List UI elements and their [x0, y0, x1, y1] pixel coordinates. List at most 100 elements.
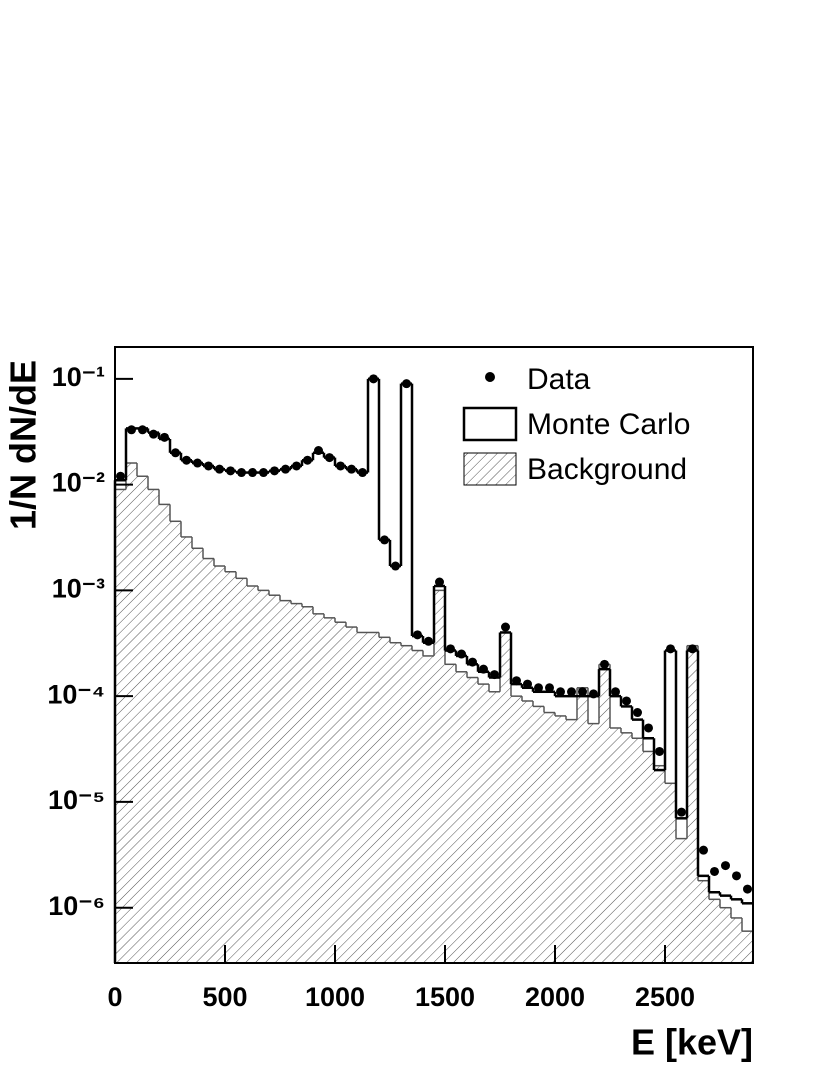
x-tick-label: 2500	[635, 982, 695, 1012]
background-bin	[247, 586, 258, 963]
data-point	[314, 446, 323, 456]
x-tick-label: 500	[202, 982, 247, 1012]
background-bin	[478, 684, 489, 963]
background-bin	[456, 671, 467, 963]
y-tick-label: 10⁻⁴	[47, 679, 105, 709]
legend-swatch	[462, 406, 518, 442]
background-bin	[577, 687, 588, 963]
data-point	[193, 458, 202, 468]
background-bin	[357, 632, 368, 963]
background-bin	[346, 627, 357, 963]
background-bin	[500, 632, 511, 963]
data-point	[402, 379, 411, 389]
background-bin	[423, 655, 434, 963]
data-point	[655, 746, 664, 756]
x-axis-title: E [keV]	[631, 1022, 753, 1063]
legend-label: Data	[527, 363, 591, 396]
background-bin	[720, 907, 731, 963]
data-point	[622, 696, 631, 706]
legend-label: Monte Carlo	[527, 408, 690, 441]
data-point	[413, 630, 422, 640]
background-bin	[258, 590, 269, 963]
data-point	[237, 468, 246, 478]
legend-marker	[485, 372, 495, 382]
background-bin	[522, 700, 533, 963]
plot-frame	[114, 346, 754, 964]
y-tick-label: 10⁻³	[52, 574, 105, 604]
data-point	[666, 644, 675, 654]
background-bin	[676, 838, 687, 963]
background-bin	[709, 899, 720, 963]
background-bin	[533, 706, 544, 963]
background-bin	[489, 691, 500, 963]
background-bin	[368, 632, 379, 963]
background-bin	[566, 719, 577, 963]
x-tick-label: 1500	[415, 982, 475, 1012]
background-bin	[115, 489, 126, 963]
background-bin	[126, 463, 137, 963]
data-point	[215, 464, 224, 474]
data-point	[567, 687, 576, 697]
data-point	[490, 670, 499, 680]
data-point	[545, 683, 554, 693]
background-bin	[280, 600, 291, 963]
background-bin	[445, 664, 456, 963]
background-bin	[511, 696, 522, 963]
data-point	[226, 466, 235, 476]
background-bin	[412, 650, 423, 963]
data-point	[644, 723, 653, 733]
data-point	[468, 657, 477, 667]
background-bin	[643, 751, 654, 963]
data-point	[501, 622, 510, 632]
background-bin	[313, 613, 324, 963]
data-point	[270, 466, 279, 476]
data-point	[369, 374, 378, 384]
background-bin	[390, 642, 401, 963]
background-bin	[137, 476, 148, 963]
data-point	[281, 464, 290, 474]
data-point	[633, 708, 642, 718]
data-point	[512, 676, 521, 686]
background-bin	[214, 566, 225, 963]
data-point	[523, 679, 532, 689]
x-tick-label: 1000	[305, 982, 365, 1012]
data-point	[160, 432, 169, 442]
data-point	[171, 448, 180, 458]
data-point	[424, 636, 433, 646]
data-point	[732, 871, 741, 881]
background-bin	[654, 765, 665, 963]
data-point	[688, 644, 697, 654]
x-tick-label: 2000	[525, 982, 585, 1012]
data-point	[336, 461, 345, 471]
background-bin	[203, 558, 214, 963]
background-bin	[467, 677, 478, 963]
data-point	[149, 429, 158, 439]
data-point	[600, 659, 609, 669]
background-bin	[621, 732, 632, 963]
background-bin	[687, 645, 698, 963]
data-point	[325, 453, 334, 463]
data-point	[699, 845, 708, 855]
y-tick-label: 10⁻⁶	[48, 891, 105, 921]
data-point	[457, 649, 466, 659]
background-bin	[731, 917, 742, 963]
data-point	[534, 683, 543, 693]
background-bin	[599, 664, 610, 963]
background-bin	[159, 504, 170, 963]
x-tick-label: 0	[107, 982, 122, 1012]
background-bin	[269, 595, 280, 963]
data-point	[116, 471, 125, 481]
background-bin	[181, 536, 192, 963]
data-point	[589, 689, 598, 699]
background-bin	[665, 783, 676, 963]
background-bin	[302, 606, 313, 963]
data-point	[677, 807, 686, 817]
y-axis-title: 1/N dN/dE	[3, 360, 44, 530]
data-point	[446, 644, 455, 654]
data-point	[721, 861, 730, 871]
background-bin	[225, 571, 236, 963]
background-bin	[148, 489, 159, 963]
background-bin	[544, 712, 555, 963]
data-point	[435, 577, 444, 587]
data-point	[292, 461, 301, 471]
